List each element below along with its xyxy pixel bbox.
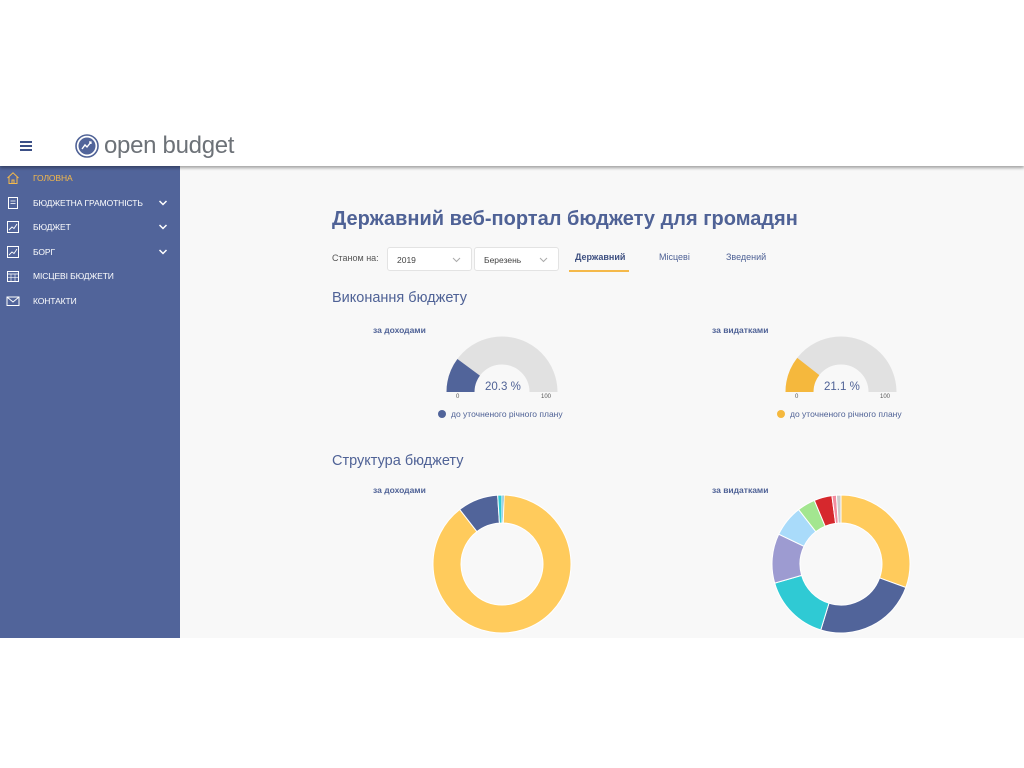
expenses-gauge-legend: до уточненого річного плану bbox=[777, 409, 902, 419]
sidebar-item-local-budgets[interactable]: МІСЦЕВІ БЮДЖЕТИ bbox=[0, 264, 180, 289]
sidebar-item-label: БЮДЖЕТ bbox=[33, 222, 71, 233]
mail-icon bbox=[6, 296, 20, 306]
sidebar-item-label: ГОЛОВНА bbox=[33, 173, 73, 184]
execution-expenses-label: за видатками bbox=[712, 325, 769, 335]
active-tab-underline bbox=[569, 270, 629, 272]
home-icon bbox=[7, 172, 19, 184]
chevron-down-icon bbox=[452, 257, 461, 263]
sidebar-item-label: КОНТАКТИ bbox=[33, 295, 77, 306]
hamburger-icon[interactable] bbox=[20, 141, 32, 151]
income-gauge-legend: до уточненого річного плану bbox=[438, 409, 563, 419]
app-frame: open budget ГОЛОВНА БЮДЖЕТНА ГРАМОТНІСТЬ… bbox=[0, 128, 1024, 638]
sidebar-item-debt[interactable]: БОРГ bbox=[0, 240, 180, 265]
calendar-icon bbox=[7, 271, 19, 282]
structure-income-label: за доходами bbox=[373, 485, 426, 495]
execution-income-label: за доходами bbox=[373, 325, 426, 335]
gauge-max-label: 100 bbox=[541, 394, 552, 400]
income-gauge-fill bbox=[446, 358, 481, 393]
expenses-donut-slice-0[interactable] bbox=[840, 494, 911, 589]
sidebar-item-budget-literacy[interactable]: БЮДЖЕТНА ГРАМОТНІСТЬ bbox=[0, 191, 180, 216]
expenses-donut-slice-2[interactable] bbox=[774, 574, 830, 631]
expenses-gauge-fill bbox=[785, 357, 820, 393]
expenses-donut-slice-1[interactable] bbox=[820, 577, 907, 634]
sidebar-item-contacts[interactable]: КОНТАКТИ bbox=[0, 289, 180, 314]
expenses-structure-donut bbox=[771, 494, 911, 634]
income-execution-gauge bbox=[446, 336, 558, 393]
logo[interactable]: open budget bbox=[75, 132, 234, 160]
income-execution-value: 20.3 % bbox=[485, 381, 521, 393]
expenses-execution-value: 21.1 % bbox=[824, 381, 860, 393]
gauge-max-label: 100 bbox=[880, 394, 891, 400]
logo-mark-icon bbox=[75, 134, 99, 158]
structure-expenses-label: за видатками bbox=[712, 485, 769, 495]
income-structure-donut bbox=[432, 494, 572, 634]
filter-label: Станом на: bbox=[332, 253, 379, 263]
logo-text: open budget bbox=[104, 132, 235, 159]
page-title: Державний веб-портал бюджету для громадя… bbox=[332, 208, 798, 230]
sidebar-item-home[interactable]: ГОЛОВНА bbox=[0, 166, 180, 191]
income-donut-slice-1[interactable] bbox=[432, 494, 572, 634]
document-icon bbox=[8, 196, 18, 209]
chevron-down-icon bbox=[539, 257, 548, 263]
top-bar: open budget bbox=[0, 128, 1024, 166]
sidebar: ГОЛОВНА БЮДЖЕТНА ГРАМОТНІСТЬ БЮДЖЕТ БОРГ… bbox=[0, 166, 180, 638]
structure-section-title: Структура бюджету bbox=[332, 453, 464, 469]
sidebar-item-budget[interactable]: БЮДЖЕТ bbox=[0, 215, 180, 240]
sidebar-item-label: МІСЦЕВІ БЮДЖЕТИ bbox=[33, 271, 114, 282]
legend-text: до уточненого річного плану bbox=[790, 409, 902, 419]
expenses-donut-slice-8[interactable] bbox=[835, 494, 842, 524]
legend-text: до уточненого річного плану bbox=[451, 409, 563, 419]
income-donut-slice-3[interactable] bbox=[497, 494, 503, 524]
tab-local[interactable]: Місцеві bbox=[659, 252, 690, 262]
sidebar-item-label: БЮДЖЕТНА ГРАМОТНІСТЬ bbox=[33, 197, 143, 208]
execution-section-title: Виконання бюджету bbox=[332, 290, 467, 306]
year-select-value: 2019 bbox=[397, 255, 416, 265]
gauge-min-label: 0 bbox=[456, 394, 460, 400]
sidebar-item-label: БОРГ bbox=[33, 246, 55, 257]
tab-consolidated[interactable]: Зведений bbox=[726, 252, 767, 262]
main-content: Державний веб-портал бюджету для громадя… bbox=[180, 166, 1024, 638]
legend-dot bbox=[777, 410, 785, 418]
tab-state[interactable]: Державний bbox=[575, 252, 626, 262]
chevron-down-icon[interactable] bbox=[158, 199, 168, 207]
chart-icon bbox=[7, 245, 19, 258]
chevron-down-icon[interactable] bbox=[158, 248, 168, 256]
gauge-min-label: 0 bbox=[795, 394, 799, 400]
chevron-down-icon[interactable] bbox=[158, 223, 168, 231]
legend-dot bbox=[438, 410, 446, 418]
expenses-execution-gauge bbox=[785, 336, 897, 393]
year-select[interactable]: 2019 bbox=[387, 247, 472, 271]
month-select-value: Березень bbox=[484, 255, 522, 265]
month-select[interactable]: Березень bbox=[474, 247, 559, 271]
chart-icon bbox=[7, 221, 19, 233]
